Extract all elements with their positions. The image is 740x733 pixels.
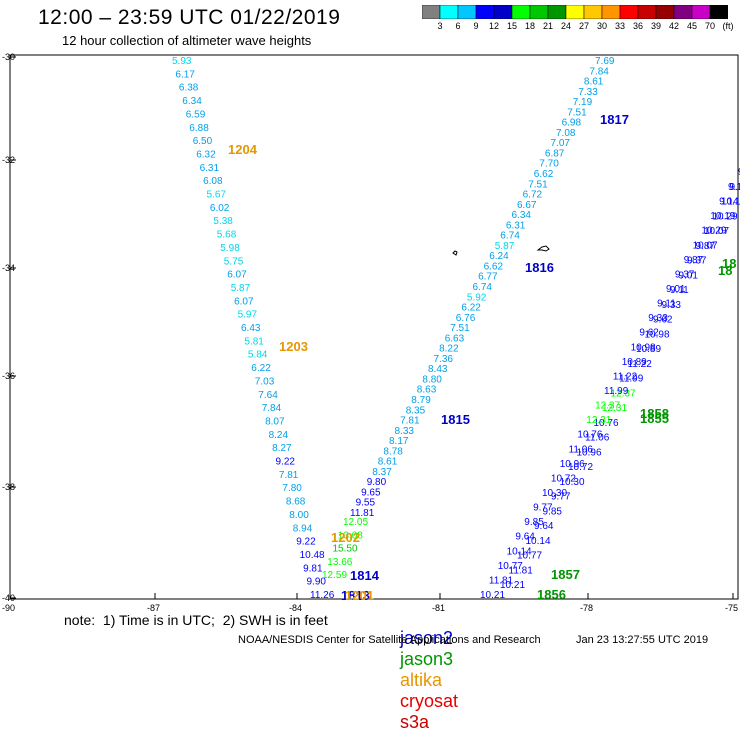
- track-id-label: 1856: [537, 587, 566, 602]
- swh-value-east-track-2: 10.14: [507, 546, 532, 557]
- longitude-label: -78: [580, 603, 593, 613]
- swh-value-east-track-2: 10.21: [480, 590, 505, 601]
- swh-value-west-track: 7.84: [262, 403, 282, 414]
- swh-value-west-track: 5.97: [238, 310, 258, 321]
- track-id-label: 1815: [441, 412, 470, 427]
- swh-value-east-track-2: 10.98: [631, 342, 656, 353]
- swh-value-west-track: 10.48: [300, 550, 325, 561]
- satellite-legend: jason2 jason3 altika cryosat s3a: [390, 607, 466, 733]
- track-id-label: 1201: [345, 588, 374, 603]
- track-id-label: 1816: [525, 260, 554, 275]
- swh-value-west-track: 5.67: [207, 190, 227, 201]
- longitude-label: -75: [725, 603, 738, 613]
- swh-value-west-track: 6.50: [193, 136, 213, 147]
- swh-value-east-track-2: 10.30: [542, 488, 567, 499]
- swh-value-west-track: 6.38: [179, 83, 199, 94]
- swh-value-east-track-2: 10.76: [577, 430, 602, 441]
- swh-value-west-track: 5.38: [213, 216, 233, 227]
- swh-value-east-track-2: 9.77: [533, 503, 553, 514]
- swh-value-west-track: 8.00: [289, 510, 309, 521]
- swh-value-west-track: 11.26: [310, 590, 335, 601]
- swh-value-west-track: 9.81: [303, 563, 323, 574]
- swh-value-east-track-2: 10.07: [693, 240, 718, 251]
- swh-value-east-track-2: 9.37: [675, 269, 695, 280]
- swh-value-east-track-2: 9.33: [648, 313, 668, 324]
- swh-value-west-track: 5.68: [217, 230, 237, 241]
- swh-value-west-track: 6.08: [203, 176, 223, 187]
- longitude-label: -90: [2, 603, 15, 613]
- swh-value-east-track-2: 9.87: [684, 255, 704, 266]
- swh-value-west-track: 7.03: [255, 376, 275, 387]
- swh-value-west-track: 5.84: [248, 350, 268, 361]
- swh-value-west-track: 5.87: [231, 283, 251, 294]
- legend-jason3: jason3: [400, 649, 453, 669]
- credit-line: NOAA/NESDIS Center for Satellite Applica…: [238, 634, 541, 646]
- swh-value-east-track-2: 11.99: [604, 386, 629, 397]
- swh-value-east-track-2: 9.64: [515, 532, 535, 543]
- track-id-label: 1817: [600, 112, 629, 127]
- wave-height-map: -30-32-34-36-38-40-90-87-84-81-78-75 5.9…: [0, 0, 740, 650]
- swh-value-east-track-2: 12.37: [595, 401, 620, 412]
- track-id-label: 1203: [279, 339, 308, 354]
- swh-value-east-track-2: 11.81: [489, 575, 514, 586]
- swh-value-west-track: 7.81: [279, 470, 299, 481]
- swh-value-west-track: 8.94: [293, 523, 313, 534]
- track-id-label: 1857: [551, 567, 580, 582]
- legend-altika: altika: [400, 670, 442, 690]
- swh-value-west-track: 8.07: [265, 417, 285, 428]
- track-values: 5.93 6.17 6.38 6.34 6.59 6.88 6.50 6.32 6.31 6.08…: [172, 56, 740, 601]
- swh-value-east-track-2: 10.96: [560, 459, 585, 470]
- swh-value-east-track-2: 9.01: [666, 284, 686, 295]
- swh-value-west-track: 6.07: [227, 270, 247, 281]
- swh-value-east-track-2: 10.77: [498, 561, 523, 572]
- swh-value-west-track: 6.31: [200, 163, 220, 174]
- track-id-label: 1202: [331, 530, 360, 545]
- swh-value-altika-segment: 13.66: [327, 557, 352, 568]
- swh-value-west-track: 5.81: [244, 336, 264, 347]
- swh-value-east-track-2: 9.85: [524, 517, 544, 528]
- swh-value-east-track-2: 10.29: [701, 226, 726, 237]
- swh-value-west-track: 8.24: [269, 430, 289, 441]
- swh-value-east-track-2: 11.22: [613, 371, 638, 382]
- swh-value-altika-segment: 12.59: [322, 570, 347, 581]
- swh-value-west-track: 5.93: [172, 56, 192, 67]
- axis-labels: -30-32-34-36-38-40-90-87-84-81-78-75: [2, 52, 738, 613]
- note-text: note: 1) Time is in UTC; 2) SWH is in fe…: [64, 612, 328, 628]
- track-id-label: 18: [718, 263, 732, 278]
- swh-value-west-track: 9.22: [296, 537, 316, 548]
- swh-value-west-track: 6.32: [196, 149, 216, 160]
- swh-value-west-track: 6.59: [186, 109, 206, 120]
- swh-value-east-track-2: 9.62: [639, 328, 659, 339]
- swh-value-west-track: 7.64: [258, 390, 278, 401]
- swh-value-altika-segment: 15.50: [333, 544, 358, 555]
- swh-value-west-track: 5.75: [224, 256, 244, 267]
- swh-value-east-track-2: 10.72: [551, 473, 576, 484]
- swh-value-west-track: 8.27: [272, 443, 292, 454]
- swh-value-west-track: 6.07: [234, 296, 254, 307]
- swh-value-middle-track: 11.81: [350, 508, 375, 519]
- swh-value-east-track-2: 10.89: [622, 357, 647, 368]
- track-id-label: 1855: [640, 411, 669, 426]
- swh-value-west-track: 6.88: [189, 123, 209, 134]
- swh-value-east-track-2: 9.16: [728, 182, 740, 193]
- swh-value-west-track: 5.98: [220, 243, 240, 254]
- generation-timestamp: Jan 23 13:27:55 UTC 2019: [576, 634, 708, 646]
- legend-cryosat: cryosat: [400, 691, 458, 711]
- swh-value-east-track-2: 11.06: [569, 444, 594, 455]
- swh-value-west-track: 8.68: [286, 497, 306, 508]
- track-id-label: 1814: [350, 568, 380, 583]
- swh-value-west-track: 6.22: [251, 363, 271, 374]
- swh-value-west-track: 6.43: [241, 323, 261, 334]
- swh-value-west-track: 6.34: [182, 96, 202, 107]
- swh-value-east-track-2: 10.19: [710, 211, 735, 222]
- swh-value-west-track: 9.22: [276, 457, 296, 468]
- swh-value-west-track: 6.02: [210, 203, 230, 214]
- swh-value-west-track: 6.17: [175, 69, 195, 80]
- legend-s3a: s3a: [400, 712, 429, 732]
- swh-value-east-track-2: 12.31: [586, 415, 611, 426]
- swh-value-west-track: 7.80: [282, 483, 302, 494]
- swh-value-east-track-2: 9.14: [719, 197, 739, 208]
- track-id-label: 1204: [228, 142, 258, 157]
- swh-value-east-track-2: 9.11: [657, 299, 676, 310]
